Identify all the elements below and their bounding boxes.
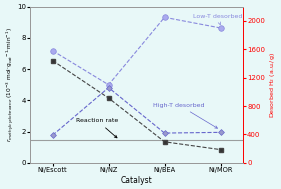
Y-axis label: $r_{methylcyclohexane}$ (10$^{-3}$ mol$\cdot$g$_{cat}$$^{-1}$$\cdot$min$^{-1}$): $r_{methylcyclohexane}$ (10$^{-3}$ mol$\… bbox=[4, 27, 16, 142]
X-axis label: Catalyst: Catalyst bbox=[121, 176, 152, 185]
Text: High-T desorbed: High-T desorbed bbox=[153, 103, 217, 128]
Text: Reaction rate: Reaction rate bbox=[76, 118, 119, 138]
Text: Low-T desorbed: Low-T desorbed bbox=[192, 14, 242, 25]
Y-axis label: Desorbed H$_2$ (a.u./g): Desorbed H$_2$ (a.u./g) bbox=[268, 52, 277, 118]
